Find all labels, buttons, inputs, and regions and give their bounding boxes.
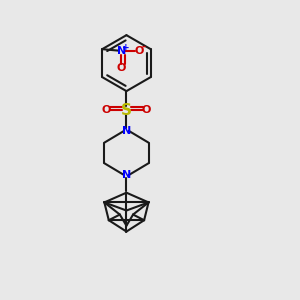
Text: O: O bbox=[142, 105, 151, 115]
Text: O: O bbox=[117, 63, 126, 73]
Text: O: O bbox=[102, 105, 111, 115]
Text: N: N bbox=[122, 126, 131, 136]
Text: -: - bbox=[141, 42, 146, 52]
Text: S: S bbox=[121, 103, 132, 118]
Text: N: N bbox=[117, 46, 126, 56]
Text: N: N bbox=[122, 170, 131, 180]
Text: O: O bbox=[134, 46, 144, 56]
Text: +: + bbox=[122, 43, 130, 52]
